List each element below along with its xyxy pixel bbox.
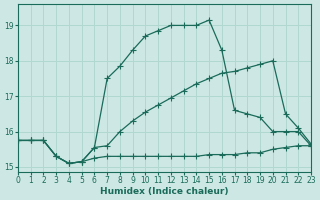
X-axis label: Humidex (Indice chaleur): Humidex (Indice chaleur) [100, 187, 229, 196]
